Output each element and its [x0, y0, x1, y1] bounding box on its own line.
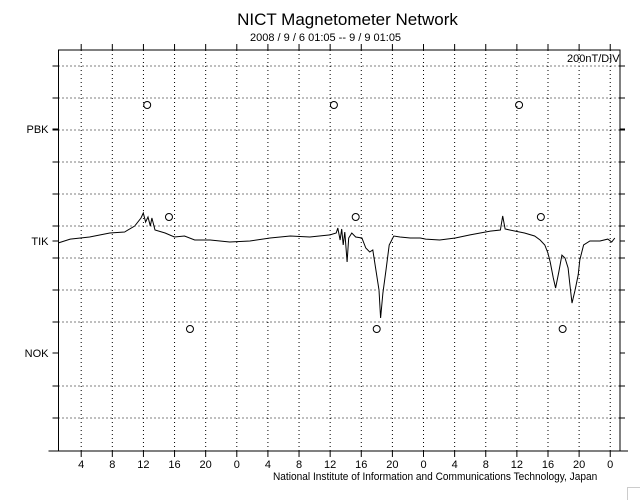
- x-tick-label: 12: [324, 459, 336, 471]
- local-noon-marker: [143, 101, 152, 109]
- x-tick-label: 0: [607, 459, 613, 471]
- station-label-pbk: PBK: [26, 124, 49, 136]
- footer-credit: National Institute of Information and Co…: [273, 471, 598, 483]
- local-noon-marker: [536, 213, 545, 221]
- x-tick-label: 12: [511, 459, 523, 471]
- x-tick-label: 4: [265, 459, 271, 471]
- resize-grip[interactable]: [627, 487, 640, 500]
- x-tick-label: 0: [420, 459, 426, 471]
- chart-title: NICT Magnetometer Network: [237, 10, 458, 29]
- station-label-nok: NOK: [25, 348, 50, 360]
- local-noon-marker: [558, 325, 567, 333]
- x-tick-label: 16: [542, 459, 554, 471]
- local-noon-marker: [372, 325, 381, 333]
- x-tick-label: 8: [109, 459, 115, 471]
- x-tick-label: 4: [452, 459, 458, 471]
- chart-subtitle: 2008 / 9 / 6 01:05 -- 9 / 9 01:05: [250, 32, 402, 44]
- x-tick-label: 8: [296, 459, 302, 471]
- local-noon-marker: [185, 325, 194, 333]
- local-noon-marker: [515, 101, 524, 109]
- x-tick-label: 0: [234, 459, 240, 471]
- local-noon-marker: [351, 213, 360, 221]
- local-noon-marker: [329, 101, 338, 109]
- scale-label: 200nT/DIV: [567, 53, 620, 65]
- x-tick-label: 12: [137, 459, 149, 471]
- x-tick-label: 20: [386, 459, 398, 471]
- x-tick-label: 8: [483, 459, 489, 471]
- station-label-tik: TIK: [31, 236, 49, 248]
- x-tick-label: 20: [573, 459, 585, 471]
- x-tick-label: 16: [168, 459, 180, 471]
- trace-tik: [58, 211, 616, 319]
- x-tick-label: 20: [200, 459, 212, 471]
- plot-frame: [58, 49, 621, 452]
- local-noon-marker: [164, 213, 173, 221]
- x-tick-label: 4: [78, 459, 84, 471]
- x-tick-label: 16: [355, 459, 367, 471]
